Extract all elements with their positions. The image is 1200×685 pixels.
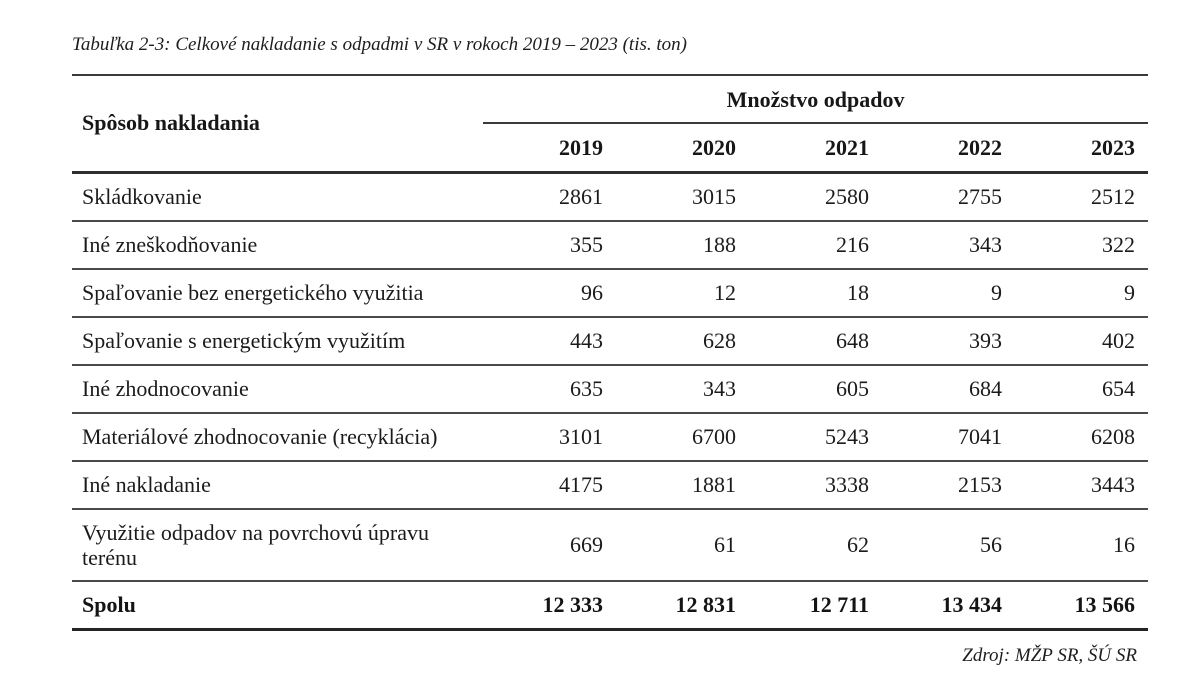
cell-value: 322 <box>1015 220 1149 270</box>
column-header-year: 2022 <box>882 122 1015 174</box>
cell-value: 669 <box>483 508 616 582</box>
table-caption: Tabuľka 2-3: Celkové nakladanie s odpadm… <box>72 34 687 55</box>
table-row: Spaľovanie bez energetického využitia 96… <box>72 268 1149 318</box>
table-body: Skládkovanie 2861 3015 2580 2755 2512 In… <box>72 172 1149 631</box>
cell-value: 3101 <box>483 412 616 462</box>
cell-value: 654 <box>1015 364 1149 414</box>
cell-value: 3338 <box>749 460 882 510</box>
cell-value: 16 <box>1015 508 1149 582</box>
total-label: Spolu <box>72 580 483 631</box>
source-note: Zdroj: MŽP SR, ŠÚ SR <box>962 644 1137 666</box>
cell-value: 2153 <box>882 460 1015 510</box>
cell-value: 62 <box>749 508 882 582</box>
cell-value: 2861 <box>483 172 616 222</box>
table-row: Iné zneškodňovanie 355 188 216 343 322 <box>72 220 1149 270</box>
cell-value: 9 <box>1015 268 1149 318</box>
cell-value: 96 <box>483 268 616 318</box>
column-header-method: Spôsob nakladania <box>72 74 483 174</box>
table-row: Spaľovanie s energetickým využitím 443 6… <box>72 316 1149 366</box>
total-value: 13 566 <box>1015 580 1149 631</box>
total-value: 12 711 <box>749 580 882 631</box>
cell-value: 343 <box>616 364 749 414</box>
row-label: Skládkovanie <box>72 172 483 222</box>
cell-value: 216 <box>749 220 882 270</box>
cell-value: 3443 <box>1015 460 1149 510</box>
cell-value: 648 <box>749 316 882 366</box>
column-header-year: 2021 <box>749 122 882 174</box>
row-label: Iné nakladanie <box>72 460 483 510</box>
cell-value: 3015 <box>616 172 749 222</box>
row-label: Spaľovanie bez energetického využitia <box>72 268 483 318</box>
table-row: Iné zhodnocovanie 635 343 605 684 654 <box>72 364 1149 414</box>
row-label: Iné zhodnocovanie <box>72 364 483 414</box>
cell-value: 2580 <box>749 172 882 222</box>
cell-value: 402 <box>1015 316 1149 366</box>
table-row-total: Spolu 12 333 12 831 12 711 13 434 13 566 <box>72 580 1149 631</box>
table-row: Materiálové zhodnocovanie (recyklácia) 3… <box>72 412 1149 462</box>
cell-value: 443 <box>483 316 616 366</box>
table-header: Spôsob nakladania Množstvo odpadov 2019 … <box>72 74 1149 174</box>
cell-value: 6208 <box>1015 412 1149 462</box>
column-header-year: 2023 <box>1015 122 1149 174</box>
cell-value: 635 <box>483 364 616 414</box>
row-label: Využitie odpadov na povrchovú úpravu ter… <box>72 508 483 582</box>
cell-value: 4175 <box>483 460 616 510</box>
table-row: Iné nakladanie 4175 1881 3338 2153 3443 <box>72 460 1149 510</box>
waste-management-table: Spôsob nakladania Množstvo odpadov 2019 … <box>72 73 1149 631</box>
group-header-row: Spôsob nakladania Množstvo odpadov <box>72 74 1149 174</box>
row-label: Spaľovanie s energetickým využitím <box>72 316 483 366</box>
cell-value: 605 <box>749 364 882 414</box>
column-group-header: Množstvo odpadov <box>483 74 1149 124</box>
table-row: Skládkovanie 2861 3015 2580 2755 2512 <box>72 172 1149 222</box>
cell-value: 355 <box>483 220 616 270</box>
column-header-year: 2019 <box>483 122 616 174</box>
row-label: Materiálové zhodnocovanie (recyklácia) <box>72 412 483 462</box>
cell-value: 1881 <box>616 460 749 510</box>
total-value: 13 434 <box>882 580 1015 631</box>
row-label: Iné zneškodňovanie <box>72 220 483 270</box>
cell-value: 9 <box>882 268 1015 318</box>
cell-value: 2755 <box>882 172 1015 222</box>
cell-value: 6700 <box>616 412 749 462</box>
total-value: 12 831 <box>616 580 749 631</box>
column-header-year: 2020 <box>616 122 749 174</box>
total-value: 12 333 <box>483 580 616 631</box>
cell-value: 12 <box>616 268 749 318</box>
cell-value: 188 <box>616 220 749 270</box>
cell-value: 7041 <box>882 412 1015 462</box>
cell-value: 393 <box>882 316 1015 366</box>
years-header-row: 2019 2020 2021 2022 2023 <box>72 122 1149 174</box>
table-row: Využitie odpadov na povrchovú úpravu ter… <box>72 508 1149 582</box>
cell-value: 684 <box>882 364 1015 414</box>
cell-value: 61 <box>616 508 749 582</box>
cell-value: 628 <box>616 316 749 366</box>
cell-value: 343 <box>882 220 1015 270</box>
cell-value: 2512 <box>1015 172 1149 222</box>
cell-value: 18 <box>749 268 882 318</box>
cell-value: 5243 <box>749 412 882 462</box>
cell-value: 56 <box>882 508 1015 582</box>
